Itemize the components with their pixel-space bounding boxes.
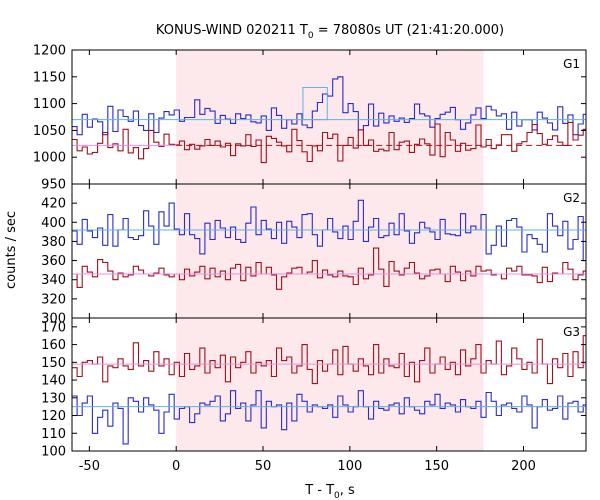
y-tick-label: 400 bbox=[41, 216, 66, 231]
x-label-rest: , s bbox=[340, 483, 355, 498]
y-tick-label: 1000 bbox=[33, 151, 66, 166]
y-axis-label: counts / sec bbox=[4, 211, 19, 289]
chart-title: KONUS-WIND 020211 T0 = 78080s UT (21:41:… bbox=[156, 23, 504, 41]
title-rest: = 78080s UT (21:41:20.000) bbox=[314, 23, 504, 38]
x-tick-label: 150 bbox=[424, 459, 449, 474]
y-tick-label: 420 bbox=[41, 197, 66, 212]
y-tick-label: 150 bbox=[41, 356, 66, 371]
x-tick-label: 0 bbox=[172, 459, 180, 474]
y-tick-label: 110 bbox=[41, 427, 66, 442]
peak-level-marker bbox=[302, 87, 328, 121]
y-tick-label: 1150 bbox=[33, 70, 66, 85]
panel-g3: 100 110 120 130 140 150 160 170 G3 bbox=[41, 317, 587, 460]
panel-g2: 300 320 340 360 380 400 420 G2 bbox=[41, 183, 587, 327]
plot-area bbox=[72, 76, 586, 164]
y-tick-label: 360 bbox=[41, 254, 66, 269]
panel-label: G2 bbox=[563, 191, 580, 205]
y-tick-label: 160 bbox=[41, 338, 66, 353]
x-axis-label: T - T0, s bbox=[304, 483, 355, 500]
x-label-subscript: 0 bbox=[334, 491, 340, 500]
shaded-interval bbox=[176, 318, 484, 451]
y-tick-label: 1050 bbox=[33, 124, 66, 139]
y-tick-label: 340 bbox=[41, 273, 66, 288]
x-label-main: T - T bbox=[304, 483, 334, 498]
panel-frame bbox=[71, 317, 587, 452]
plot-area bbox=[72, 335, 586, 445]
shaded-interval bbox=[176, 184, 484, 318]
y-tick-label: 130 bbox=[41, 391, 66, 406]
x-tick-label: 200 bbox=[511, 459, 536, 474]
y-tick-label: 380 bbox=[41, 235, 66, 250]
title-main: KONUS-WIND 020211 T bbox=[156, 23, 308, 38]
panel-label: G1 bbox=[563, 57, 580, 71]
x-tick-label: -50 bbox=[79, 459, 100, 474]
y-tick-label: 170 bbox=[41, 320, 66, 335]
shaded-interval bbox=[176, 50, 484, 184]
y-tick-label: 100 bbox=[41, 445, 66, 460]
y-tick-label: 120 bbox=[41, 409, 66, 424]
series-red-g1 bbox=[72, 121, 586, 164]
panels-group: 95010001050110011501200G1300320340360380… bbox=[33, 44, 587, 474]
y-tick-label: 300 bbox=[41, 312, 66, 327]
y-tick-label: 320 bbox=[41, 292, 66, 307]
y-tick-label: 1100 bbox=[33, 97, 66, 112]
x-tick-label: 100 bbox=[337, 459, 362, 474]
panel-g1: 950 1000 1050 1100 1150 1200 G1 bbox=[33, 44, 587, 193]
series-blue-g1 bbox=[72, 76, 586, 136]
y-tick-label: 140 bbox=[41, 374, 66, 389]
y-tick-label: 1200 bbox=[33, 44, 66, 59]
panel-label: G3 bbox=[563, 325, 580, 339]
x-tick-label: 50 bbox=[255, 459, 272, 474]
title-subscript: 0 bbox=[308, 31, 314, 41]
plot-area bbox=[72, 199, 586, 290]
series-blue-g2 bbox=[72, 199, 586, 262]
y-tick-label: 950 bbox=[41, 178, 66, 193]
series-blue-g3 bbox=[72, 390, 586, 445]
